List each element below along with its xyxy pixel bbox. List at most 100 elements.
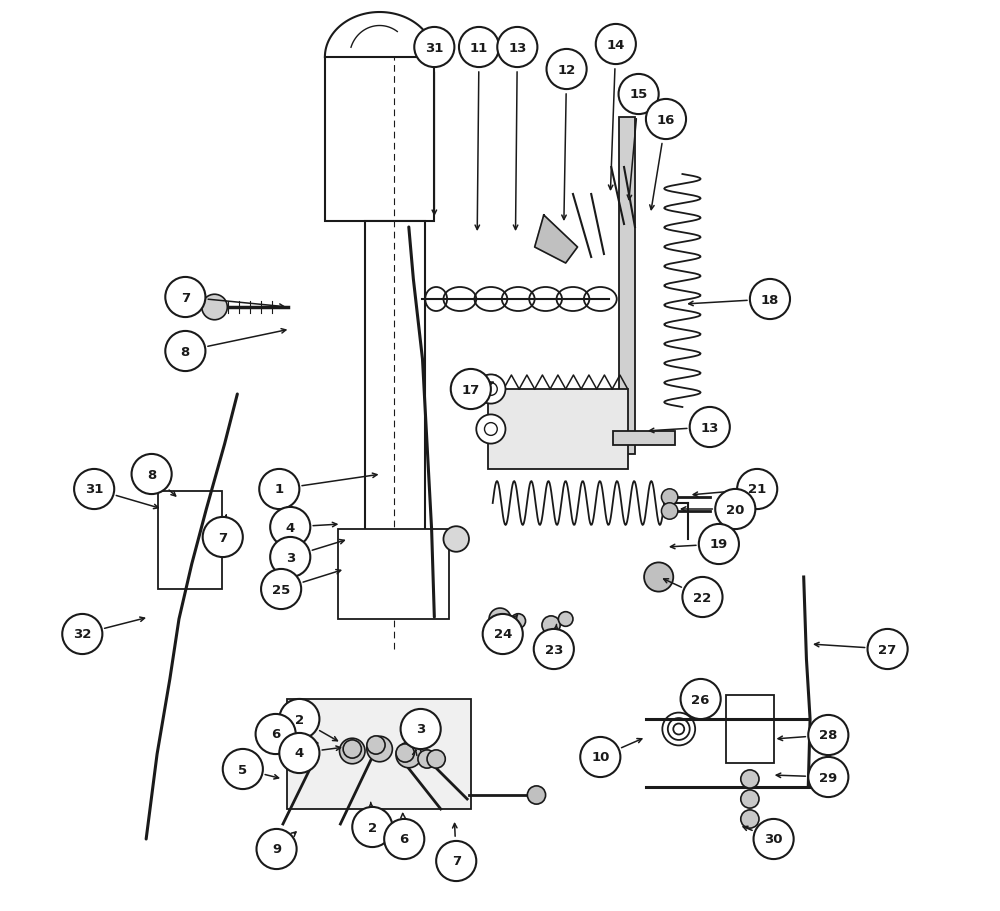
Text: 10: 10	[591, 751, 610, 763]
Text: 14: 14	[607, 38, 625, 51]
Text: 8: 8	[147, 468, 156, 481]
Text: 11: 11	[470, 42, 488, 55]
FancyBboxPatch shape	[338, 529, 449, 619]
Circle shape	[384, 819, 424, 859]
Text: 13: 13	[508, 42, 527, 55]
Circle shape	[256, 829, 297, 869]
Circle shape	[661, 503, 678, 519]
Circle shape	[203, 517, 243, 558]
Circle shape	[132, 455, 172, 495]
Text: 26: 26	[691, 692, 710, 706]
Circle shape	[476, 375, 505, 404]
Circle shape	[443, 527, 469, 552]
Circle shape	[352, 807, 392, 847]
Circle shape	[681, 680, 721, 720]
FancyBboxPatch shape	[619, 118, 635, 455]
Text: 21: 21	[748, 483, 766, 496]
Text: 13: 13	[701, 421, 719, 434]
Text: 23: 23	[545, 643, 563, 656]
Circle shape	[459, 28, 499, 68]
Text: 15: 15	[629, 88, 648, 101]
Circle shape	[396, 744, 414, 763]
Circle shape	[580, 737, 620, 777]
Circle shape	[451, 370, 491, 410]
Text: 5: 5	[238, 763, 247, 775]
Circle shape	[661, 489, 678, 506]
Circle shape	[339, 739, 365, 764]
Text: 2: 2	[368, 821, 377, 834]
Circle shape	[256, 714, 296, 754]
Circle shape	[750, 280, 790, 320]
Circle shape	[690, 407, 730, 447]
Circle shape	[343, 740, 361, 758]
Circle shape	[279, 699, 319, 739]
Text: 16: 16	[657, 113, 675, 127]
Circle shape	[367, 736, 392, 762]
Circle shape	[511, 614, 526, 629]
Text: 9: 9	[272, 843, 281, 855]
Circle shape	[165, 278, 205, 318]
Circle shape	[619, 75, 659, 115]
Text: 30: 30	[764, 833, 783, 845]
Circle shape	[489, 609, 511, 630]
FancyBboxPatch shape	[613, 432, 675, 445]
Text: 4: 4	[295, 747, 304, 760]
Text: 32: 32	[73, 628, 91, 640]
Circle shape	[596, 25, 636, 65]
Circle shape	[715, 489, 755, 529]
Text: 4: 4	[286, 521, 295, 534]
Polygon shape	[535, 216, 578, 263]
Text: 18: 18	[761, 293, 779, 306]
Text: 3: 3	[286, 551, 295, 564]
Text: 31: 31	[85, 483, 103, 496]
Text: 22: 22	[693, 591, 712, 604]
Text: 25: 25	[272, 583, 290, 596]
FancyBboxPatch shape	[726, 695, 774, 763]
Circle shape	[699, 525, 739, 565]
Circle shape	[165, 332, 205, 372]
Circle shape	[527, 786, 546, 804]
Circle shape	[483, 614, 523, 654]
Circle shape	[534, 630, 574, 670]
Circle shape	[542, 616, 560, 634]
Circle shape	[646, 100, 686, 140]
Text: 31: 31	[425, 42, 444, 55]
Text: 17: 17	[462, 384, 480, 396]
Text: 6: 6	[271, 728, 280, 741]
Circle shape	[808, 757, 848, 797]
Circle shape	[741, 770, 759, 788]
Circle shape	[261, 569, 301, 609]
Text: 28: 28	[819, 729, 838, 742]
Circle shape	[223, 749, 263, 789]
Circle shape	[62, 614, 102, 654]
Circle shape	[741, 790, 759, 808]
Circle shape	[808, 715, 848, 755]
Circle shape	[74, 469, 114, 509]
Circle shape	[476, 415, 505, 444]
Text: 29: 29	[819, 771, 837, 783]
Circle shape	[418, 750, 436, 768]
Text: 7: 7	[452, 855, 461, 867]
Circle shape	[270, 507, 310, 548]
Text: 24: 24	[494, 628, 512, 640]
Text: 7: 7	[218, 531, 227, 544]
Circle shape	[401, 709, 441, 749]
FancyBboxPatch shape	[488, 390, 628, 469]
Circle shape	[427, 750, 445, 768]
Circle shape	[270, 537, 310, 578]
FancyBboxPatch shape	[287, 700, 471, 809]
Circle shape	[367, 736, 385, 754]
Circle shape	[436, 841, 476, 881]
Circle shape	[682, 578, 723, 618]
Circle shape	[259, 469, 299, 509]
Text: 19: 19	[710, 537, 728, 551]
FancyBboxPatch shape	[365, 221, 425, 618]
Text: 7: 7	[181, 292, 190, 304]
Text: 20: 20	[726, 503, 744, 516]
Circle shape	[741, 810, 759, 828]
Text: 1: 1	[275, 483, 284, 496]
Circle shape	[644, 563, 673, 592]
Circle shape	[868, 630, 908, 670]
Circle shape	[547, 50, 587, 90]
Circle shape	[558, 612, 573, 627]
